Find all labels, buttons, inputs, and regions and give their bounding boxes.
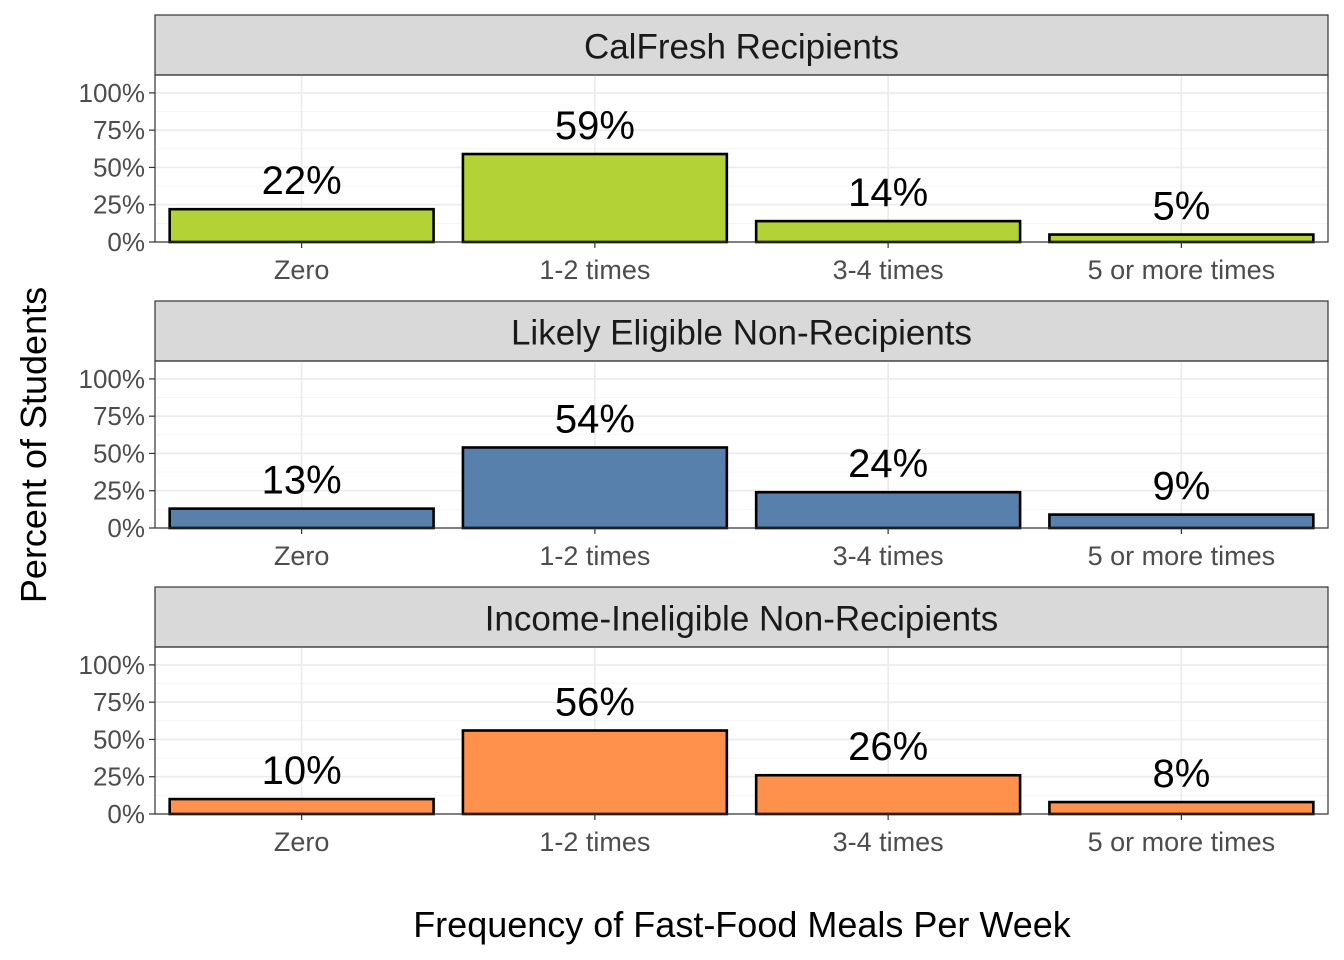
panel-border bbox=[154, 360, 1329, 529]
x-tick-label: 5 or more times bbox=[1088, 255, 1276, 285]
x-tick-label: Zero bbox=[274, 827, 330, 857]
y-tick-label: 100% bbox=[79, 650, 146, 680]
facet-strip bbox=[154, 586, 1329, 648]
bar bbox=[754, 773, 1022, 816]
x-axis-title: Frequency of Fast-Food Meals Per Week bbox=[413, 904, 1072, 945]
bar-value-label: 10% bbox=[262, 749, 342, 793]
facet-panel: Likely Eligible Non-Recipients 13% 54% 24% 9… bbox=[79, 300, 1329, 571]
facet-strip bbox=[154, 300, 1329, 362]
bar-value-label: 9% bbox=[1152, 465, 1210, 509]
x-tick-label: 1-2 times bbox=[539, 541, 650, 571]
y-tick-label: 50% bbox=[93, 438, 145, 468]
facet-panel: CalFresh Recipients 22% 59% 14% 5% 0% 25% 50% 75… bbox=[79, 14, 1329, 285]
y-tick-label: 100% bbox=[79, 78, 146, 108]
facet-strip bbox=[154, 14, 1329, 76]
bar-value-label: 14% bbox=[848, 171, 928, 215]
bar-value-label: 56% bbox=[555, 681, 635, 725]
bar bbox=[461, 152, 729, 244]
bar bbox=[1048, 513, 1315, 530]
y-tick-label: 75% bbox=[93, 687, 145, 717]
panel-border bbox=[154, 74, 1329, 243]
facet-title: Likely Eligible Non-Recipients bbox=[511, 314, 972, 353]
bar-value-label: 13% bbox=[262, 459, 342, 503]
y-tick-label: 0% bbox=[107, 799, 145, 829]
bar bbox=[461, 446, 729, 530]
bar bbox=[168, 797, 435, 816]
bar-value-label: 22% bbox=[262, 159, 342, 203]
bar-value-label: 26% bbox=[848, 725, 928, 769]
bar bbox=[754, 490, 1022, 530]
bar-value-label: 54% bbox=[555, 397, 635, 441]
y-tick-label: 50% bbox=[93, 724, 145, 754]
bar bbox=[168, 207, 435, 244]
facet-title: Income-Ineligible Non-Recipients bbox=[485, 600, 999, 639]
facet-panel: Income-Ineligible Non-Recipients 10% 56% 26… bbox=[79, 586, 1329, 857]
panel-border bbox=[154, 646, 1329, 815]
y-tick-label: 100% bbox=[79, 364, 146, 394]
x-tick-label: 3-4 times bbox=[833, 255, 944, 285]
bar-value-label: 24% bbox=[848, 442, 928, 486]
x-tick-label: Zero bbox=[274, 541, 330, 571]
x-tick-label: 5 or more times bbox=[1088, 827, 1276, 857]
bar bbox=[1048, 800, 1315, 816]
y-tick-label: 50% bbox=[93, 152, 145, 182]
x-tick-label: 3-4 times bbox=[833, 541, 944, 571]
y-tick-label: 25% bbox=[93, 190, 145, 220]
x-tick-label: 3-4 times bbox=[833, 827, 944, 857]
facet-title: CalFresh Recipients bbox=[584, 28, 899, 67]
x-tick-label: 1-2 times bbox=[539, 827, 650, 857]
bar bbox=[461, 729, 729, 816]
bar-value-label: 5% bbox=[1152, 185, 1210, 229]
x-tick-label: 5 or more times bbox=[1088, 541, 1276, 571]
bar bbox=[754, 219, 1022, 244]
y-axis-title: Percent of Students bbox=[13, 287, 54, 603]
x-tick-label: 1-2 times bbox=[539, 255, 650, 285]
bar-value-label: 59% bbox=[555, 104, 635, 148]
bar bbox=[1048, 233, 1315, 244]
bar bbox=[168, 507, 435, 530]
y-tick-label: 0% bbox=[107, 513, 145, 543]
y-tick-label: 75% bbox=[93, 115, 145, 145]
y-tick-label: 25% bbox=[93, 476, 145, 506]
y-tick-label: 75% bbox=[93, 401, 145, 431]
bar-value-label: 8% bbox=[1152, 752, 1210, 796]
y-tick-label: 25% bbox=[93, 762, 145, 792]
x-tick-label: Zero bbox=[274, 255, 330, 285]
y-tick-label: 0% bbox=[107, 227, 145, 257]
